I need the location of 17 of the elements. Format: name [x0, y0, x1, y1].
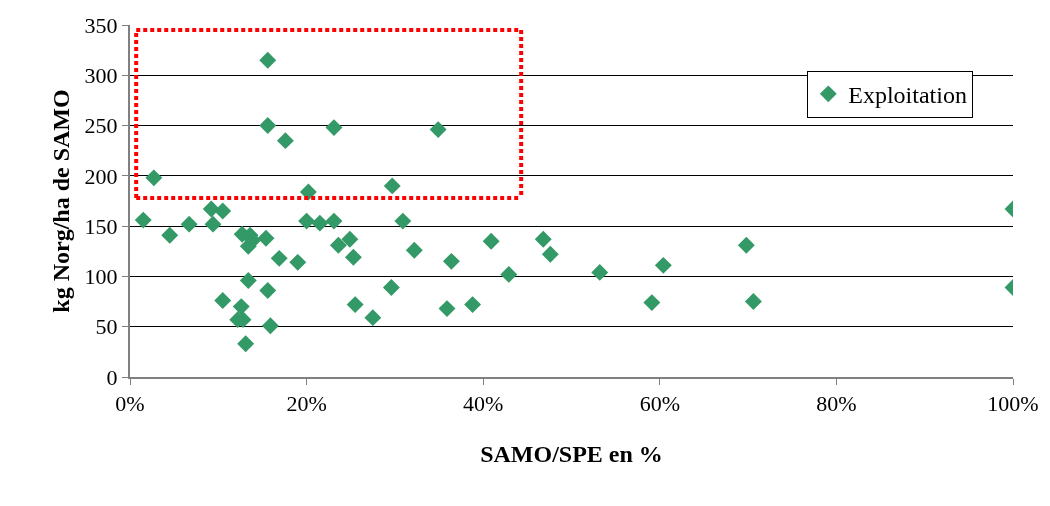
- legend-label: Exploitation: [848, 82, 967, 109]
- x-tick-label: 100%: [987, 391, 1039, 417]
- y-tick-label: 50: [95, 314, 118, 340]
- x-tick-label: 80%: [816, 391, 857, 417]
- y-axis-title: kg Norg/ha de SAMO: [48, 89, 75, 313]
- y-tick-label: 100: [84, 264, 118, 290]
- y-tick-label: 0: [106, 364, 118, 390]
- x-axis-title: SAMO/SPE en %: [480, 441, 663, 468]
- y-tick-label: 200: [84, 163, 118, 189]
- y-tick-label: 300: [84, 62, 118, 88]
- y-tick-label: 150: [84, 213, 118, 239]
- y-tick-label: 350: [84, 12, 118, 38]
- x-tick-label: 60%: [639, 391, 680, 417]
- x-tick-label: 40%: [463, 391, 504, 417]
- y-tick-label: 250: [84, 113, 118, 139]
- x-tick-label: 0%: [115, 391, 145, 417]
- x-tick-label: 20%: [286, 391, 327, 417]
